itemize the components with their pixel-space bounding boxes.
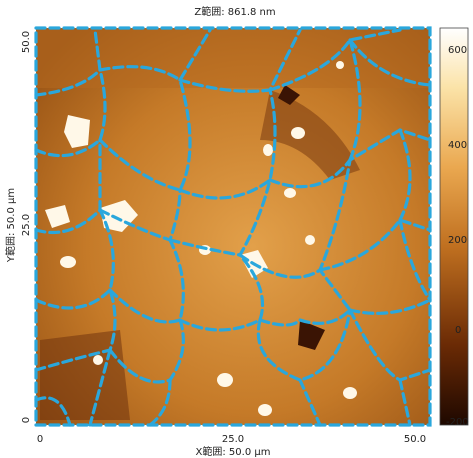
colorbar-tick-label: 600 bbox=[448, 45, 467, 56]
page: Z範囲: 861.8 nm 600 400 200 0 -200 0 25.0 … bbox=[0, 0, 473, 458]
colorbar-tick-label: 400 bbox=[448, 140, 467, 151]
colorbar-tick-label: 200 bbox=[448, 235, 467, 246]
afm-figure: Z範囲: 861.8 nm 600 400 200 0 -200 0 25.0 … bbox=[0, 0, 473, 458]
y-tick-label: 0 bbox=[21, 417, 32, 423]
x-tick-label: 0 bbox=[37, 434, 43, 445]
y-tick-label: 50.0 bbox=[21, 31, 32, 53]
afm-image bbox=[36, 28, 430, 425]
x-tick-label: 25.0 bbox=[222, 434, 244, 445]
colorbar-tick-label: -200 bbox=[446, 417, 469, 428]
x-axis-label: X範囲: 50.0 µm bbox=[196, 445, 271, 458]
colorbar bbox=[440, 28, 468, 425]
title: Z範囲: 861.8 nm bbox=[194, 5, 275, 18]
y-axis-label: Y範囲: 50.0 µm bbox=[4, 188, 17, 263]
y-tick-label: 25.0 bbox=[21, 214, 32, 236]
colorbar-tick-label: 0 bbox=[455, 325, 461, 336]
x-tick-label: 50.0 bbox=[404, 434, 426, 445]
